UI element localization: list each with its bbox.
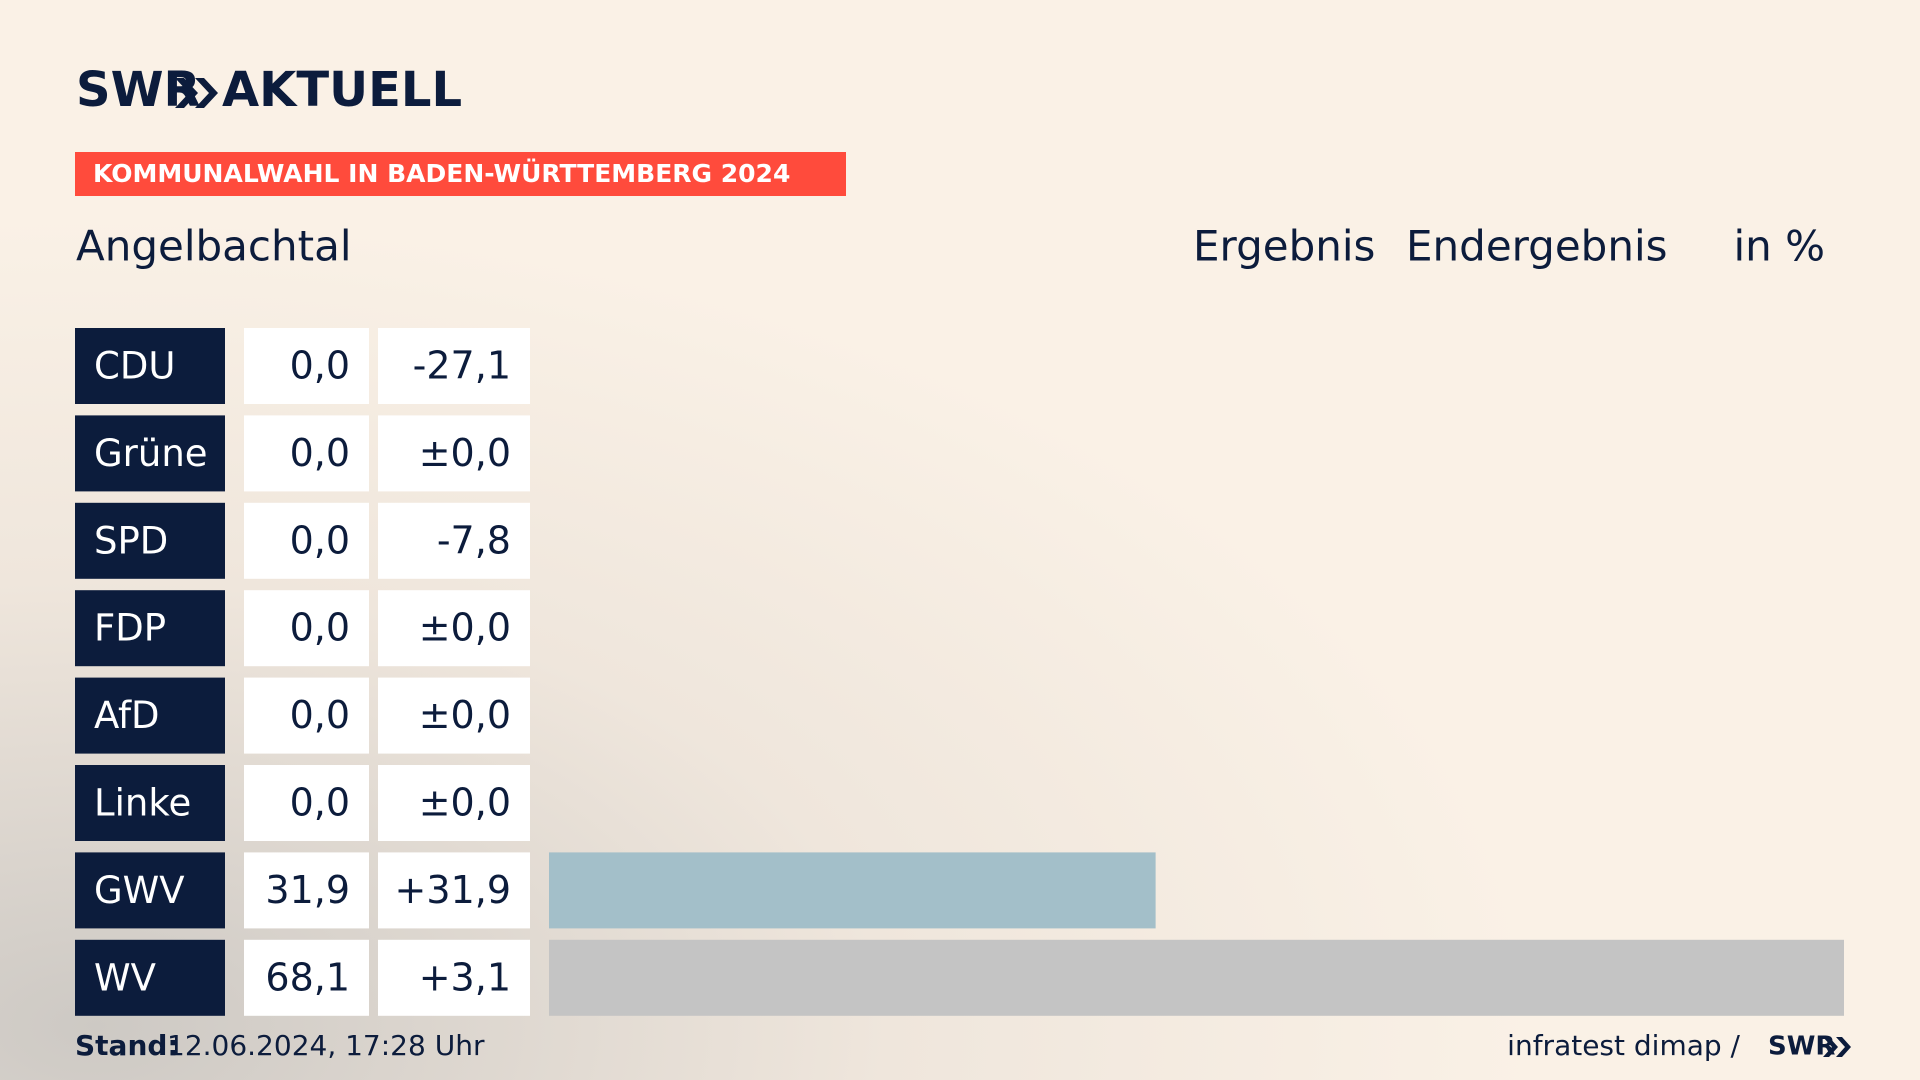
party-box <box>75 939 225 1016</box>
value-box <box>244 852 369 929</box>
party-box <box>75 328 225 404</box>
change-box <box>378 677 530 754</box>
party-label: GWV <box>94 869 185 912</box>
change-box <box>378 415 530 492</box>
value-label: 0,0 <box>290 606 350 650</box>
change-label: +3,1 <box>419 955 511 999</box>
change-box <box>378 939 530 1016</box>
column-header: Ergebnis <box>1193 222 1375 271</box>
change-label: +31,9 <box>395 868 511 912</box>
logo-suffix: AKTUELL <box>222 62 462 118</box>
change-box <box>378 852 530 929</box>
value-box <box>244 677 369 754</box>
footer-date: 12.06.2024, 17:28 Uhr <box>167 1029 485 1062</box>
bar <box>549 939 1844 1016</box>
value-box <box>244 502 369 579</box>
change-label: ±0,0 <box>419 431 511 475</box>
bar <box>549 852 1156 929</box>
value-label: 68,1 <box>265 955 350 999</box>
change-box <box>378 328 530 404</box>
party-label: FDP <box>94 607 166 650</box>
change-label: ±0,0 <box>419 781 511 825</box>
value-label: 0,0 <box>290 431 350 475</box>
chart-title: KOMMUNALWAHL IN BADEN-WÜRTTEMBERG 2024 <box>93 158 790 188</box>
party-box <box>75 590 225 667</box>
party-box <box>75 765 225 841</box>
value-label: 0,0 <box>290 781 350 825</box>
column-header: in % <box>1733 222 1825 271</box>
value-box <box>244 765 369 841</box>
value-box <box>244 415 369 492</box>
value-label: 0,0 <box>290 518 350 562</box>
value-box <box>244 328 369 404</box>
change-box <box>378 590 530 667</box>
change-label: ±0,0 <box>419 606 511 650</box>
change-label: ±0,0 <box>419 693 511 737</box>
party-label: SPD <box>94 519 168 562</box>
value-label: 0,0 <box>290 693 350 737</box>
logo-chevrons <box>175 78 218 108</box>
change-box <box>378 765 530 841</box>
change-label: -27,1 <box>413 344 511 388</box>
source-chevrons <box>1823 1037 1851 1057</box>
party-box <box>75 852 225 929</box>
change-label: -7,8 <box>437 518 511 562</box>
title-banner <box>75 152 846 196</box>
party-label: Grüne <box>94 432 208 475</box>
value-label: 31,9 <box>265 868 350 912</box>
value-box <box>244 939 369 1016</box>
party-label: CDU <box>94 345 175 388</box>
logo: SWR <box>76 62 200 118</box>
party-box <box>75 677 225 754</box>
column-header: Endergebnis <box>1406 222 1668 271</box>
value-box <box>244 590 369 667</box>
value-label: 0,0 <box>290 344 350 388</box>
change-box <box>378 502 530 579</box>
party-label: AfD <box>94 694 160 737</box>
footer-label: Stand: <box>75 1029 179 1062</box>
party-box <box>75 415 225 492</box>
subtitle: Angelbachtal <box>76 222 352 271</box>
party-label: WV <box>94 956 156 999</box>
party-box <box>75 502 225 579</box>
party-label: Linke <box>94 782 191 825</box>
source: infratest dimap / <box>1507 1029 1740 1062</box>
